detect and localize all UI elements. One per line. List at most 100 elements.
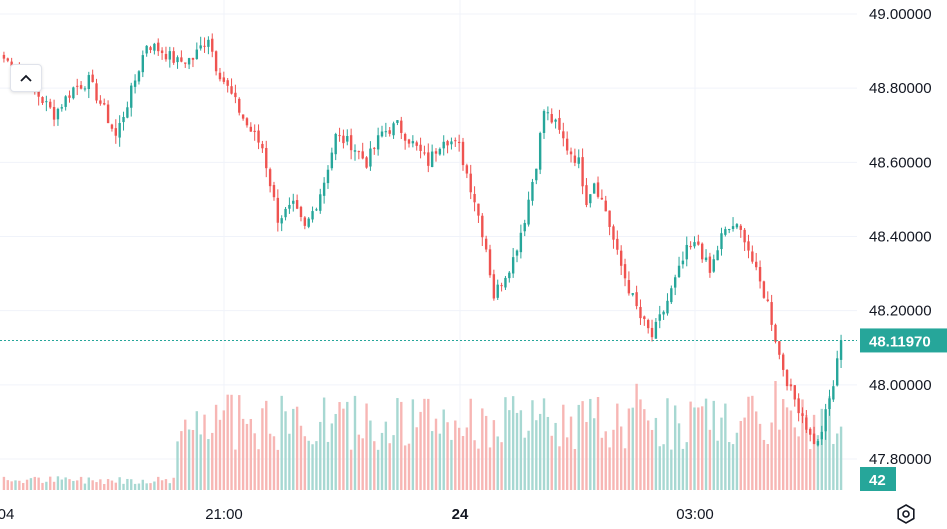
volume-bar: [731, 444, 735, 490]
volume-bar: [353, 395, 357, 490]
candle-body: [673, 277, 677, 288]
volume-bar: [369, 420, 372, 490]
volume-bar: [646, 420, 650, 490]
volume-bar: [419, 411, 422, 490]
volume-bar: [365, 403, 368, 490]
candle-body: [739, 225, 742, 230]
volume-bar: [203, 414, 206, 490]
candle-body: [558, 117, 561, 130]
volume-bar: [766, 444, 769, 490]
candle-body: [712, 259, 715, 272]
time-tick-label: 21:00: [205, 506, 243, 523]
candle-body: [245, 118, 249, 126]
candle-body: [812, 433, 816, 444]
volume-bar: [700, 406, 704, 490]
volume-bar: [581, 401, 584, 490]
candle-body: [484, 238, 488, 250]
candle-body: [658, 314, 661, 321]
volume-bar: [388, 443, 391, 490]
last-price-badge: 48.11970: [860, 328, 947, 353]
candle-body: [68, 95, 71, 98]
volume-bar: [29, 478, 33, 490]
candle-body: [793, 385, 796, 400]
volume-bar: [268, 433, 272, 490]
candle-body: [230, 86, 233, 94]
volume-bar: [295, 406, 299, 490]
volume-bar: [508, 410, 511, 490]
candle-body: [550, 114, 553, 123]
volume-bar: [41, 482, 44, 490]
volume-bar: [824, 420, 827, 490]
price-tick-label: 48.40000: [869, 229, 932, 246]
candle-body: [457, 141, 461, 144]
volume-bar: [755, 411, 758, 490]
volume-bar: [666, 398, 669, 490]
candle-body: [816, 441, 820, 446]
candle-body: [500, 285, 503, 287]
candle-body: [187, 58, 191, 65]
volume-bar: [199, 434, 202, 490]
candle-body: [619, 250, 623, 266]
candle-body: [384, 131, 388, 133]
candle-body: [141, 55, 145, 73]
candle-body: [751, 251, 754, 262]
collapse-button[interactable]: [10, 64, 42, 92]
volume-bar: [272, 436, 276, 490]
volume-bar: [376, 449, 380, 490]
candle-body: [434, 151, 438, 154]
volume-bar: [226, 394, 229, 490]
candle-body: [782, 354, 785, 370]
volume-bar: [809, 449, 812, 490]
price-axis[interactable]: 49.00000 48.80000 48.60000 48.40000 48.20000…: [869, 6, 932, 468]
candle-body: [535, 168, 538, 181]
volume-bar: [461, 436, 465, 490]
volume-bar: [126, 478, 129, 490]
candle-body: [569, 151, 573, 155]
volume-bar: [500, 442, 503, 490]
candle-body: [504, 277, 507, 288]
candle-body: [592, 183, 596, 194]
volume-bar: [496, 436, 499, 490]
volume-bar: [708, 429, 712, 490]
volume-bar: [434, 418, 438, 490]
candle-body: [419, 144, 422, 151]
candle-body: [118, 123, 121, 138]
volume-bar: [284, 411, 287, 490]
volume-bar: [288, 433, 291, 490]
candle-body: [454, 140, 457, 142]
volume-bar: [403, 445, 407, 490]
time-axis[interactable]: 04 21:00 24 03:00: [0, 506, 714, 523]
volume-bar: [542, 398, 546, 490]
candle-body: [496, 284, 499, 298]
price-tick-label: 48.80000: [869, 80, 932, 97]
volume-bar: [727, 442, 731, 490]
volume-bar: [573, 448, 577, 490]
candle-body: [481, 215, 484, 238]
candle-body: [635, 292, 638, 307]
volume-bar: [415, 427, 418, 490]
volume-bar: [515, 412, 519, 490]
volume-bar: [697, 407, 700, 490]
candle-body: [681, 260, 685, 265]
volume-bar: [319, 421, 322, 490]
volume-bar: [307, 440, 310, 490]
volume-bar: [558, 446, 561, 490]
volume-bar: [106, 479, 110, 490]
volume-bar: [149, 483, 152, 490]
candle-body: [311, 211, 314, 220]
candle-body: [6, 58, 9, 61]
chart-settings-button[interactable]: [893, 502, 919, 526]
volume-bar: [241, 418, 245, 490]
volume-bar: [623, 448, 627, 490]
candle-body: [342, 135, 345, 144]
volume-bar: [592, 418, 596, 490]
candle-body: [257, 130, 260, 143]
volume-bar: [658, 446, 661, 490]
volume-bar: [392, 435, 395, 490]
candle-body: [488, 249, 492, 276]
candle-body: [643, 316, 646, 319]
candle-body: [330, 152, 334, 169]
candle-body: [207, 39, 210, 47]
candle-body: [423, 152, 426, 154]
